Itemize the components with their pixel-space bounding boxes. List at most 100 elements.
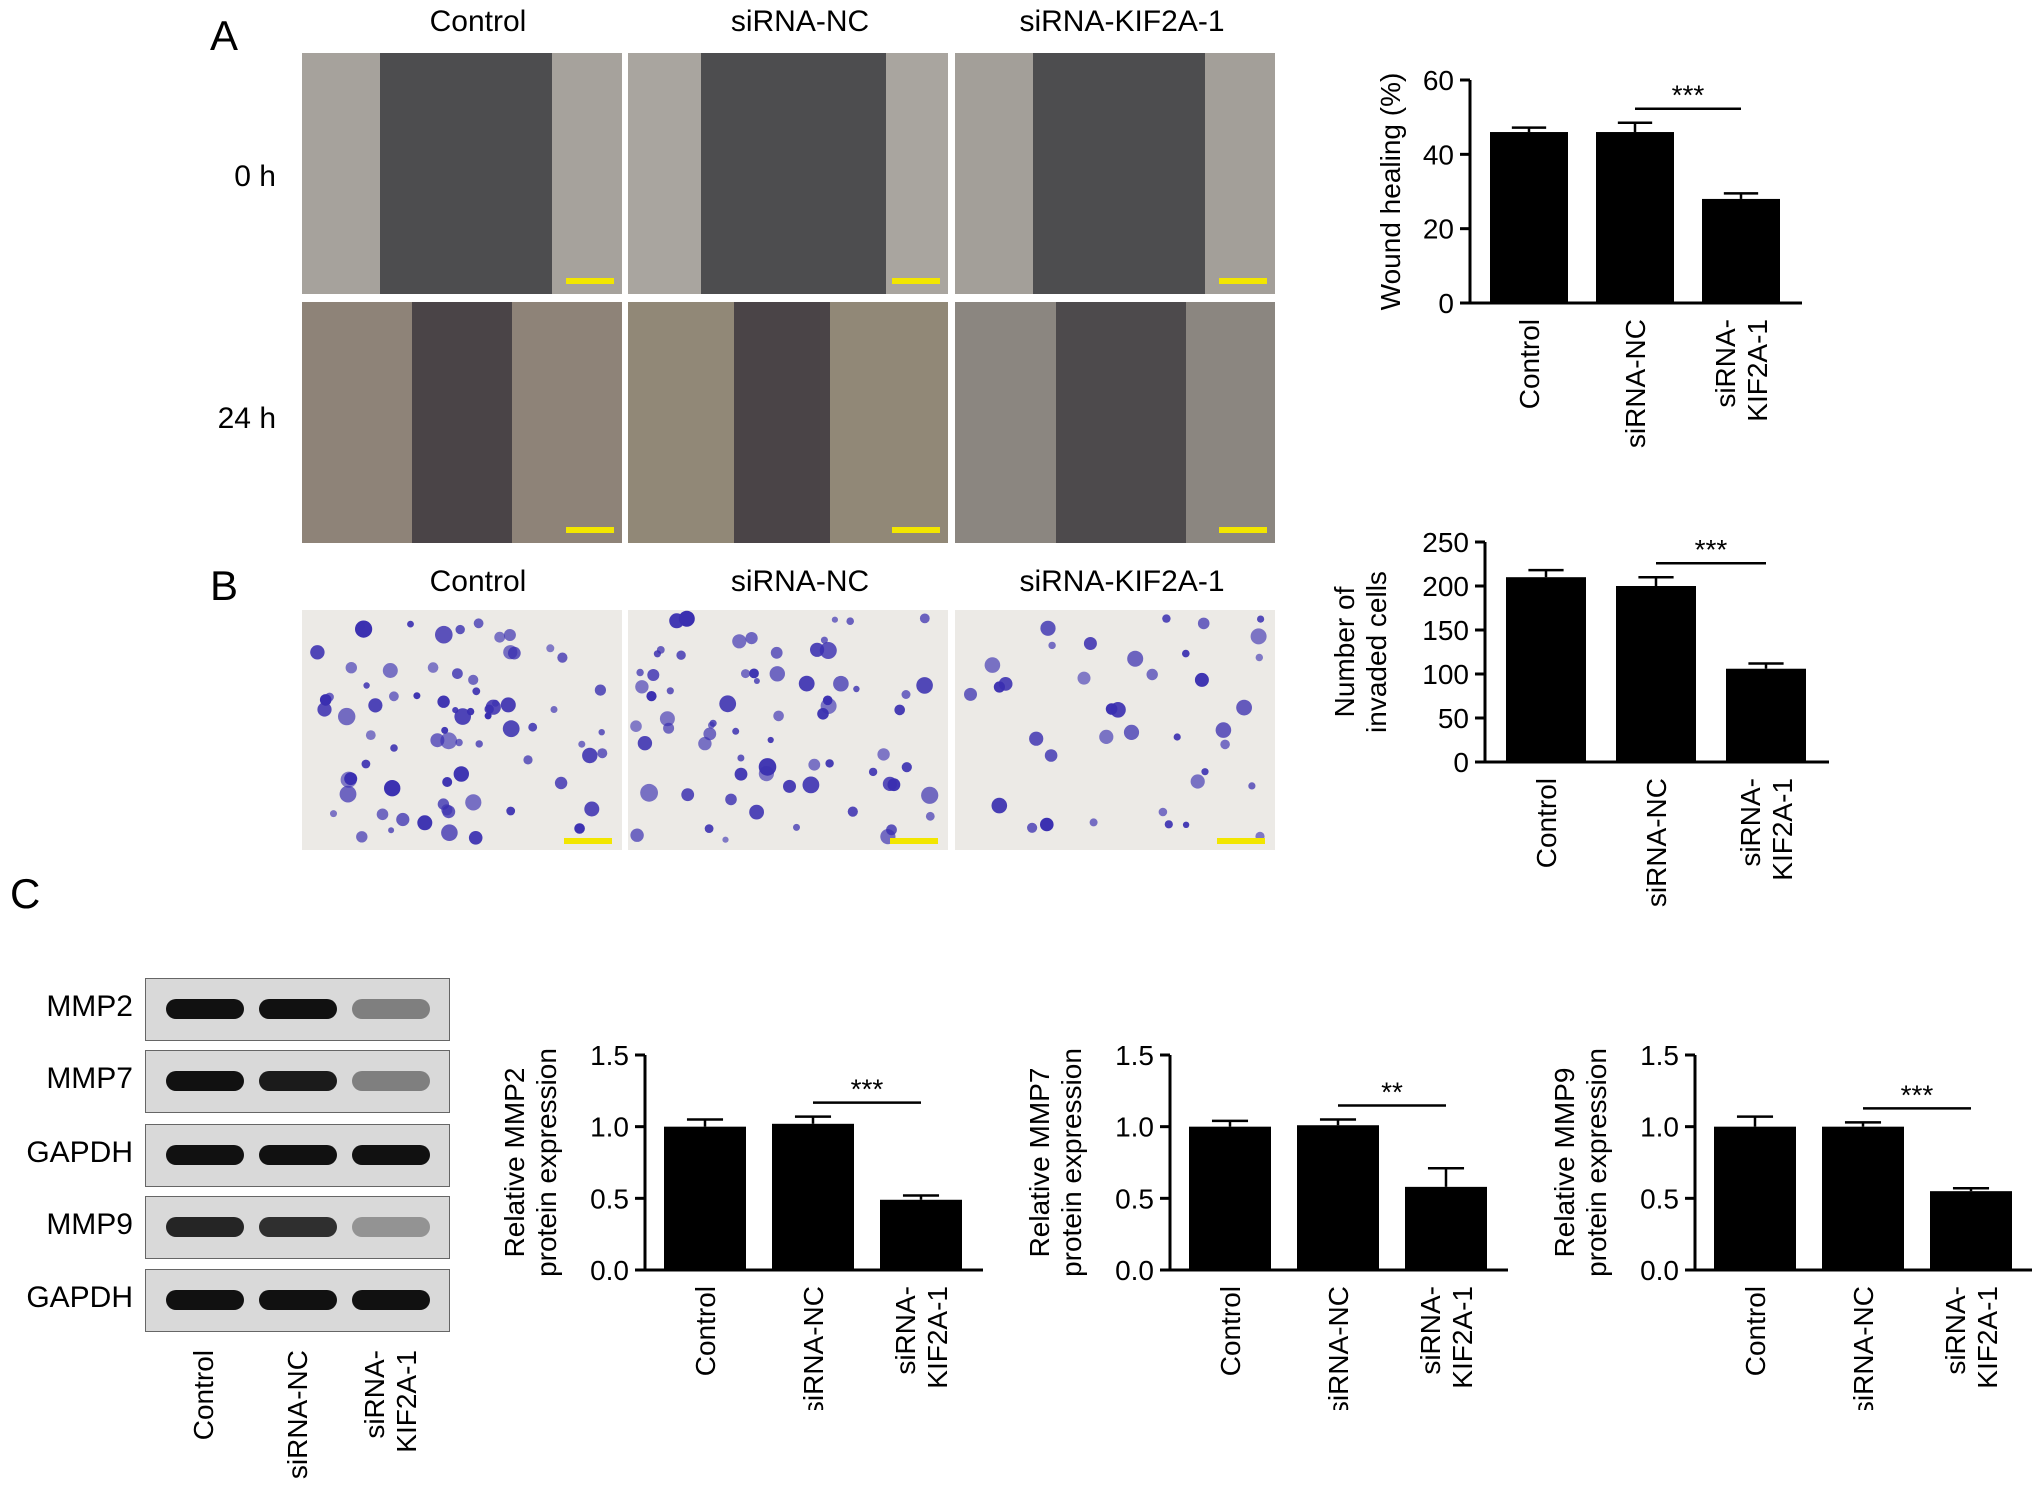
stained-cell — [630, 720, 642, 732]
wound-gap — [380, 53, 552, 294]
stained-cell — [669, 613, 685, 629]
y-tick-label: 0.5 — [1115, 1183, 1154, 1214]
stained-cell — [647, 669, 660, 681]
stained-cell — [475, 740, 483, 748]
chart-mmp7: 0.0 0.5 1.0 1.5 Relative MMP7 protein express… — [1024, 1040, 1508, 1410]
stained-cell — [1040, 817, 1054, 832]
x-tick-label: siRNA-NC — [1641, 778, 1672, 907]
wound-image-sirna-nc-24h — [628, 302, 948, 543]
x-tick-label: siRNA-NC — [1323, 1286, 1354, 1410]
wound-gap — [1033, 53, 1205, 294]
stained-cell — [384, 780, 401, 797]
y-tick-label: 0.5 — [1640, 1183, 1679, 1214]
blot-band — [259, 1217, 337, 1237]
significance-label: *** — [1695, 534, 1728, 565]
y-tick-label: 0.0 — [590, 1255, 629, 1286]
stained-cell — [1248, 782, 1256, 790]
stained-cell — [1146, 668, 1158, 681]
stained-cell — [703, 727, 717, 741]
stained-cell — [745, 632, 758, 645]
stained-cell — [894, 704, 905, 716]
x-tick-label: siRNA-NC — [1620, 319, 1651, 448]
stained-cell — [1190, 774, 1205, 789]
transwell-image-sirna-nc — [628, 610, 948, 850]
blot-row-label: MMP9 — [46, 1208, 133, 1241]
bar — [1596, 132, 1674, 303]
chart-invaded-cells: 0 50 100 150 200 250 Number of invaded cells Con… — [1329, 527, 1829, 907]
blot-row-label: MMP7 — [46, 1062, 133, 1095]
scale-bar — [566, 527, 614, 533]
y-tick-label: 1.5 — [590, 1040, 629, 1071]
blot-band — [259, 999, 337, 1019]
stained-cell — [646, 691, 657, 702]
stained-cell — [1089, 818, 1098, 827]
panel-a-row-24h: 24 h — [217, 402, 276, 435]
x-tick-label: KIF2A-1 — [1742, 319, 1773, 422]
chart-mmp9: 0.0 0.5 1.0 1.5 Relative MMP9 protein express… — [1549, 1040, 2032, 1410]
stained-cell — [1215, 722, 1232, 738]
x-tick-label: Control — [1740, 1286, 1771, 1376]
blot-band — [352, 1145, 430, 1165]
stained-cell — [413, 692, 421, 700]
stained-cell — [582, 747, 598, 764]
x-tick-label: siRNA- — [1415, 1286, 1446, 1375]
stained-cell — [666, 687, 674, 695]
x-tick-label: KIF2A-1 — [1972, 1286, 2003, 1389]
stained-cell — [749, 804, 764, 820]
stained-cell — [1044, 749, 1058, 762]
stained-cell — [676, 650, 686, 660]
stained-cell — [502, 720, 520, 738]
stained-cell — [440, 732, 458, 750]
panel-a-column-sirna-nc: siRNA-NC — [730, 5, 870, 38]
significance-label: *** — [1672, 80, 1705, 111]
stained-cell — [396, 812, 410, 827]
stained-cell — [769, 666, 785, 682]
stained-cell — [758, 766, 774, 782]
wound-image-control-24h — [302, 302, 622, 543]
blot-row-label: GAPDH — [26, 1136, 133, 1169]
stained-cell — [749, 668, 759, 679]
stained-cell — [503, 645, 518, 660]
panel-b-column-control: Control — [429, 565, 527, 598]
stained-cell — [472, 687, 481, 696]
stained-cell — [1164, 820, 1173, 829]
stained-cell — [901, 762, 912, 773]
stained-cell — [441, 804, 453, 816]
bar — [1930, 1191, 2012, 1270]
wound-gap — [701, 53, 886, 294]
transwell-image-sirna-kif2a — [955, 610, 1275, 850]
blot-strip — [145, 978, 450, 1041]
stained-cell — [388, 827, 395, 834]
stained-cell — [356, 831, 368, 843]
bar — [1297, 1125, 1379, 1270]
stained-cell — [1250, 628, 1267, 645]
stained-cell — [1158, 807, 1168, 817]
y-tick-label: 0.0 — [1115, 1255, 1154, 1286]
x-tick-label: Control — [1215, 1286, 1246, 1376]
scale-bar — [1219, 278, 1267, 284]
y-tick-label: 100 — [1422, 659, 1469, 690]
stained-cell — [454, 708, 471, 725]
stained-cell — [523, 755, 533, 765]
panel-a-column-sirna-kif2a: siRNA-KIF2A-1 — [1019, 5, 1225, 38]
x-tick-label: KIF2A-1 — [1767, 778, 1798, 881]
blot-lane-label: siRNA-NC — [282, 1350, 313, 1479]
stained-cell — [1201, 768, 1209, 776]
stained-cell — [453, 766, 469, 782]
stained-cell — [484, 712, 492, 720]
scale-bar — [890, 838, 938, 844]
bar — [1726, 668, 1806, 762]
blot-band — [166, 1145, 244, 1165]
scale-bar — [1217, 838, 1265, 844]
significance-label: ** — [1381, 1077, 1403, 1108]
x-tick-label: KIF2A-1 — [1447, 1286, 1478, 1389]
blot-row-label: GAPDH — [26, 1281, 133, 1314]
stained-cell — [825, 759, 834, 768]
stained-cell — [725, 793, 737, 806]
stained-cell — [390, 744, 398, 752]
stained-cell — [698, 736, 712, 751]
chart-wound-healing: 0 20 40 60 Wound healing (%) Control siRNA-NC s… — [1375, 65, 1802, 448]
stained-cell — [365, 730, 376, 740]
significance-label: *** — [1901, 1079, 1934, 1110]
stained-cell — [831, 616, 838, 623]
